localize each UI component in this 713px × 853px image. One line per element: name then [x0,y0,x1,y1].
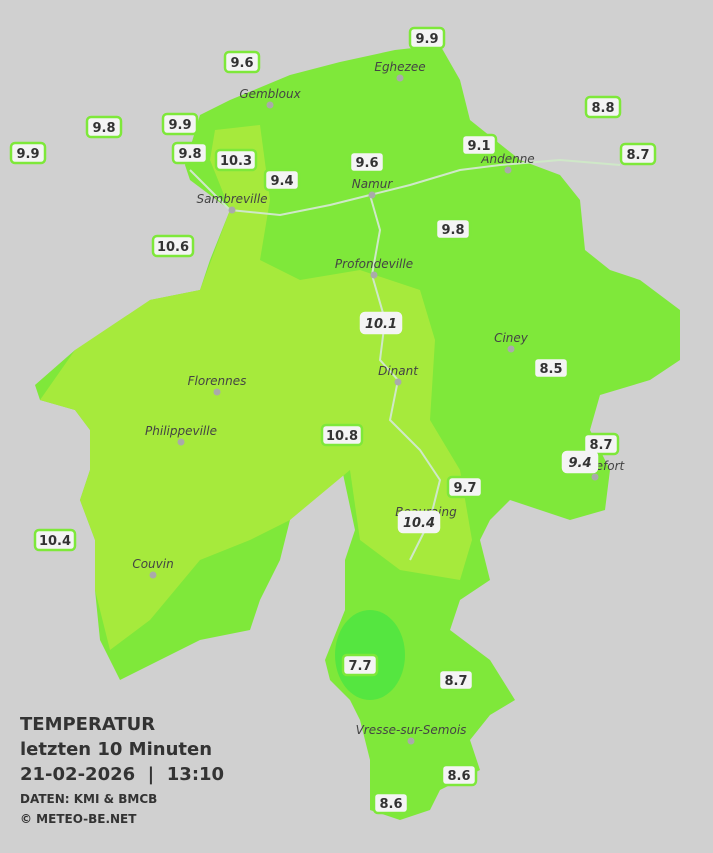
station-box [460,133,498,157]
station-value: 9.6 [355,156,378,171]
city-dot [149,571,157,579]
station-box [85,115,123,139]
city-dot [507,345,515,353]
station-box [9,141,47,165]
station-value: 9.6 [230,56,253,71]
station-box [161,112,199,136]
station-value: 9.4 [270,174,293,189]
station-value: 8.6 [379,797,402,812]
legend-source: DATEN: KMI & BMCB [20,792,157,806]
city-label: Florennes [188,374,247,388]
station-value: 10.6 [157,240,189,255]
legend-title: TEMPERATUR [20,714,155,735]
station-value: 10.8 [326,429,358,444]
city-dot [368,191,376,199]
station-value: 9.9 [168,118,191,133]
station-box [582,432,620,456]
city-dot [396,74,404,82]
city-dot [407,737,415,745]
city-label: Couvin [132,557,173,571]
legend-timestamp: 21-02-2026 | 13:10 [20,764,224,785]
station-value: 8.5 [539,362,562,377]
station-value: 10.4 [39,534,71,549]
station-value: 9.8 [92,121,115,136]
station-value: 9.4 [568,456,591,471]
station-box [341,653,379,677]
station-value: 8.7 [444,674,467,689]
station-box [408,26,446,50]
city-dot [177,438,185,446]
station-box [434,217,472,241]
city-dot [213,388,221,396]
city-label: Ciney [494,331,529,345]
legend-subtitle: letzten 10 Minuten [20,739,212,760]
station-box [446,475,484,499]
warm-zone [40,125,472,650]
station-value: 9.1 [467,139,490,154]
station-value: 10.1 [365,317,397,332]
station-value: 9.8 [441,223,464,238]
city-dot [266,101,274,109]
station-box [151,234,195,258]
station-value: 10.3 [220,154,252,169]
station-box [619,142,657,166]
station-value: 7.7 [348,659,371,674]
station-value: 9.8 [178,147,201,162]
station-box [437,668,475,692]
city-label: Eghezee [374,60,425,74]
station-box [171,141,209,165]
station-box [561,450,599,474]
city-label: Profondeville [335,257,413,271]
river [189,158,621,217]
station-box [584,95,622,119]
legend-copyright: © METEO-BE.NET [20,812,137,826]
city-label: Vresse-sur-Semois [356,723,467,737]
station-box [223,50,261,74]
station-value: 8.7 [626,148,649,163]
station-box [33,528,77,552]
city-label: Sambreville [196,192,267,206]
station-box [372,791,410,815]
city-dot [370,271,378,279]
station-box [320,423,364,447]
station-box [263,168,301,192]
station-value: 9.9 [415,32,438,47]
city-label: Dinant [378,364,419,378]
station-box [359,311,403,335]
city-dot [591,473,599,481]
city-label: Philippeville [145,424,217,438]
city-label: Namur [352,177,394,191]
station-box [397,510,441,534]
city-dot [394,378,402,386]
station-value: 10.4 [403,516,435,531]
city-label: Gembloux [239,87,301,101]
station-value: 9.7 [453,481,476,496]
station-box [348,150,386,174]
station-box [214,148,258,172]
station-value: 8.6 [447,769,470,784]
station-value: 9.9 [16,147,39,162]
station-value: 8.8 [591,101,614,116]
station-box [440,763,478,787]
station-value: 8.7 [589,438,612,453]
city-dot [504,166,512,174]
city-dot [228,206,236,214]
station-box [532,356,570,380]
